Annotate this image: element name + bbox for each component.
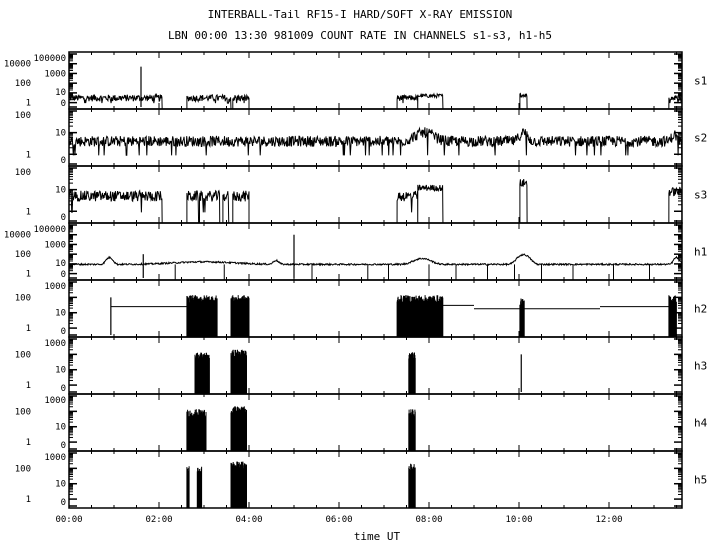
y-tick-label: 1000 <box>44 453 66 463</box>
x-tick-label: 02:00 <box>145 515 172 525</box>
y-tick-label: 10 <box>55 259 66 269</box>
y-tick-label: 10 <box>55 309 66 319</box>
panel-frame <box>68 222 683 281</box>
y-tick-label: 0 <box>61 99 66 109</box>
x-tick-label: 00:00 <box>55 515 82 525</box>
y-tick-label: 10000 <box>4 60 31 70</box>
y-tick-label: 1 <box>26 324 31 334</box>
y-tick-label: 1000 <box>44 69 66 79</box>
y-tick-label: 1 <box>26 381 31 391</box>
x-tick-label: 06:00 <box>325 515 352 525</box>
panel-s1: 010 1000 100000 1 100 10000 s1 <box>4 51 707 110</box>
panel-h2: 0 10 1000 1 100 h2 <box>15 279 707 338</box>
y-tick-label: 10 <box>55 423 66 433</box>
panel-h1: 010 1000 100000 1 100 10000 h1 <box>4 222 707 281</box>
y-tick-label: 100 <box>15 293 31 303</box>
y-tick-label: 10000 <box>4 231 31 241</box>
panel-label: h2 <box>694 303 707 316</box>
chart-subtitle: LBN 00:00 13:30 981009 COUNT RATE IN CHA… <box>168 29 552 42</box>
series-s2 <box>68 126 683 167</box>
y-tick-label: 1 <box>26 207 31 217</box>
y-tick-label: 0 <box>61 213 66 223</box>
panel-frame <box>68 450 683 509</box>
y-tick-label: 100 <box>15 464 31 474</box>
y-tick-label: 1 <box>26 495 31 505</box>
panel-frame <box>68 393 683 452</box>
y-tick-label: 1 <box>26 438 31 448</box>
y-tick-label: 1 <box>26 270 31 280</box>
panel-h4: 0 10 1000 1 100 h4 <box>15 393 708 452</box>
y-tick-label: 100 <box>15 407 31 417</box>
panel-label: h4 <box>694 417 708 430</box>
chart-title: INTERBALL-Tail RF15-I HARD/SOFT X-RAY EM… <box>208 8 513 21</box>
y-tick-label: 1 <box>26 150 31 160</box>
panel-h3: 0 10 1000 1 100 h3 <box>15 336 707 395</box>
panel-frame <box>68 336 683 395</box>
y-tick-label: 0 <box>61 498 66 508</box>
series-s3 <box>68 178 683 224</box>
y-tick-label: 1 <box>26 99 31 109</box>
y-tick-label: 0 <box>61 441 66 451</box>
y-tick-label: 10 <box>55 366 66 376</box>
y-tick-label: 0 <box>61 384 66 394</box>
panel-label: s2 <box>694 132 707 145</box>
y-tick-label: 100000 <box>33 225 66 235</box>
panel-label: h5 <box>694 474 707 487</box>
panel-frame <box>68 51 683 110</box>
y-tick-label: 100000 <box>33 54 66 64</box>
y-tick-label: 100 <box>15 250 31 260</box>
y-tick-label: 10 <box>55 480 66 490</box>
y-tick-label: 1000 <box>44 396 66 406</box>
x-tick-label: 04:00 <box>235 515 262 525</box>
panel-label: s3 <box>694 189 707 202</box>
series-h3 <box>194 349 416 394</box>
series-h2 <box>110 295 677 337</box>
x-axis-label: time UT <box>354 530 401 543</box>
series-h4 <box>186 406 416 451</box>
y-tick-label: 0 <box>61 270 66 280</box>
y-tick-label: 10 <box>55 186 66 196</box>
y-tick-label: 10 <box>55 129 66 139</box>
x-tick-label: 08:00 <box>415 515 442 525</box>
y-tick-label: 100 <box>15 111 31 121</box>
y-tick-label: 10 <box>55 88 66 98</box>
y-tick-label: 0 <box>61 156 66 166</box>
y-tick-label: 1000 <box>44 240 66 250</box>
y-tick-label: 100 <box>15 350 31 360</box>
panel-s2: 0 10 1 100 s2 <box>15 108 707 167</box>
y-tick-label: 1000 <box>44 282 66 292</box>
panel-s3: 0 10 1 100 s3 <box>15 165 707 224</box>
panel-label: h3 <box>694 360 707 373</box>
panels: 0101000100000110010000s10101100s20101100… <box>4 51 708 525</box>
series-h5 <box>186 461 416 508</box>
series-s1 <box>68 92 683 110</box>
y-tick-label: 0 <box>61 327 66 337</box>
y-tick-label: 100 <box>15 79 31 89</box>
y-tick-label: 100 <box>15 168 31 178</box>
x-tick-label: 10:00 <box>505 515 532 525</box>
panel-label: s1 <box>694 75 707 88</box>
series-h1 <box>68 253 683 281</box>
y-tick-label: 1000 <box>44 339 66 349</box>
x-tick-label: 12:00 <box>595 515 622 525</box>
panel-h5: 0 10 1000 1 100 h5 <box>15 450 707 509</box>
panel-label: h1 <box>694 246 707 259</box>
